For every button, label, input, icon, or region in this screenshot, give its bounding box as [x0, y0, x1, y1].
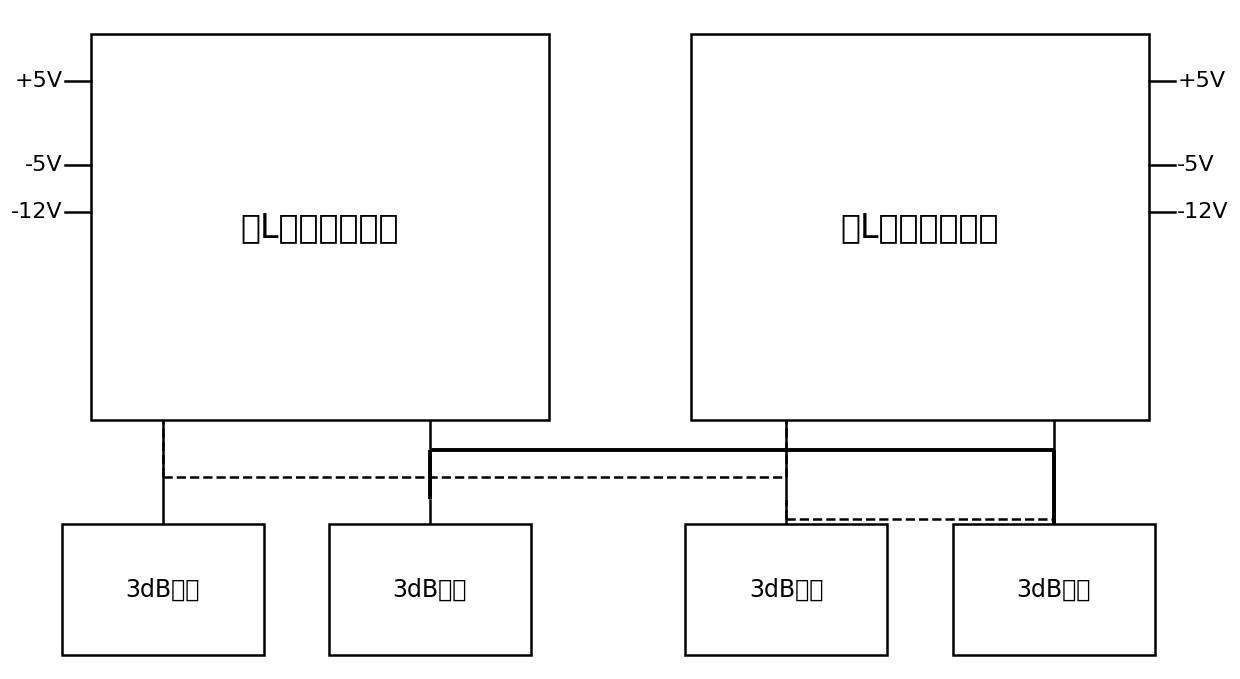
Text: 3dB电桥: 3dB电桥	[393, 577, 467, 602]
Bar	[691, 35, 1148, 420]
Text: 3dB电桥: 3dB电桥	[749, 577, 823, 602]
Text: -5V: -5V	[1177, 155, 1215, 175]
Text: +5V: +5V	[15, 71, 63, 91]
Text: 主L波段收发组件: 主L波段收发组件	[241, 210, 399, 244]
Text: 3dB电桥: 3dB电桥	[125, 577, 200, 602]
Bar	[92, 35, 549, 420]
Bar	[62, 524, 264, 655]
Text: +5V: +5V	[1177, 71, 1225, 91]
Text: 备L波段收发组件: 备L波段收发组件	[841, 210, 999, 244]
Text: -5V: -5V	[25, 155, 63, 175]
Text: -12V: -12V	[11, 202, 63, 222]
Bar	[952, 524, 1154, 655]
Bar	[329, 524, 531, 655]
Text: 3dB电桥: 3dB电桥	[1017, 577, 1091, 602]
Text: -12V: -12V	[1177, 202, 1229, 222]
Bar	[686, 524, 888, 655]
